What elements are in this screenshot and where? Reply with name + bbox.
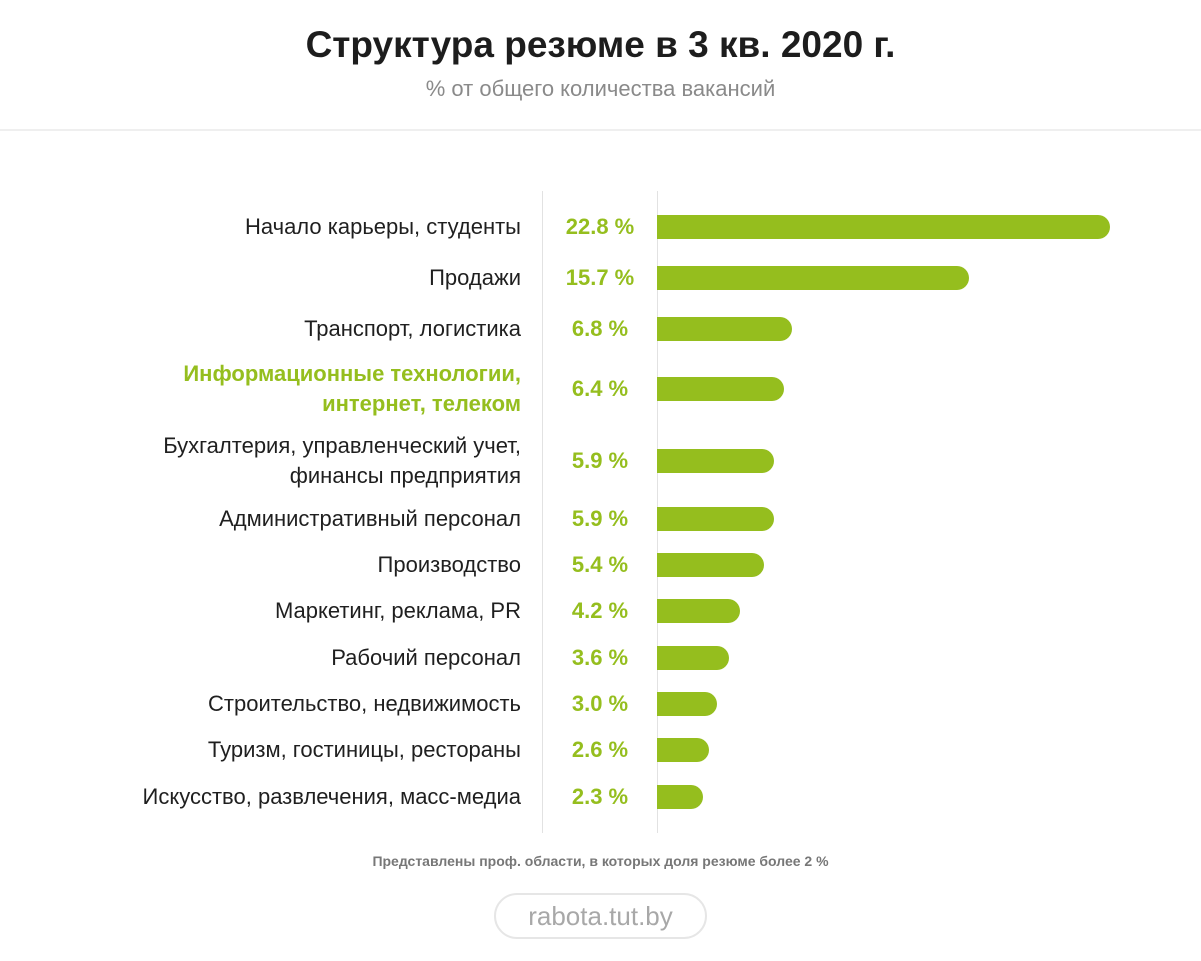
category-label-line: Административный персонал bbox=[219, 506, 521, 531]
category-label-line: Искусство, развлечения, масс-медиа bbox=[142, 784, 521, 809]
category-label-line: Бухгалтерия, управленческий учет, bbox=[163, 433, 521, 458]
bar bbox=[657, 266, 969, 290]
bar bbox=[657, 599, 740, 623]
category-label: Рабочий персонал bbox=[1, 643, 521, 673]
category-label-line: Информационные технологии, bbox=[183, 361, 521, 386]
value-label: 22.8 % bbox=[565, 214, 635, 239]
value-label: 3.6 % bbox=[571, 645, 629, 670]
category-label: Строительство, недвижимость bbox=[1, 689, 521, 719]
bar bbox=[657, 738, 709, 762]
category-label: Административный персонал bbox=[1, 504, 521, 534]
category-label-line: Транспорт, логистика bbox=[304, 316, 521, 341]
category-label: Бухгалтерия, управленческий учет, финансы… bbox=[1, 431, 521, 491]
bar bbox=[657, 553, 764, 577]
brand-badge[interactable]: rabota.tut.by bbox=[494, 893, 707, 939]
category-label-line: Производство bbox=[377, 552, 521, 577]
value-label: 3.0 % bbox=[571, 691, 629, 716]
value-label: 5.4 % bbox=[571, 552, 629, 577]
bar bbox=[657, 317, 792, 341]
category-label: Начало карьеры, студенты bbox=[1, 212, 521, 242]
value-label: 5.9 % bbox=[571, 448, 629, 473]
value-label: 4.2 % bbox=[571, 598, 629, 623]
bar bbox=[657, 449, 774, 473]
chart-subtitle: % от общего количества вакансий bbox=[425, 76, 776, 101]
value-label: 6.8 % bbox=[571, 316, 629, 341]
value-label: 2.6 % bbox=[571, 737, 629, 762]
category-label: Маркетинг, реклама, PR bbox=[1, 596, 521, 626]
category-label-line: финансы предприятия bbox=[289, 463, 521, 488]
value-label: 6.4 % bbox=[571, 376, 629, 401]
category-label-line: Туризм, гостиницы, рестораны bbox=[207, 737, 521, 762]
category-label-line: Продажи bbox=[429, 265, 521, 290]
category-label: Туризм, гостиницы, рестораны bbox=[1, 735, 521, 765]
bar bbox=[657, 377, 784, 401]
category-label-line: Начало карьеры, студенты bbox=[244, 214, 521, 239]
bar bbox=[657, 646, 729, 670]
category-label-line: интернет, телеком bbox=[322, 391, 521, 416]
bar bbox=[657, 507, 774, 531]
bar bbox=[657, 692, 717, 716]
category-label: Информационные технологии, интернет, теле… bbox=[1, 359, 521, 419]
category-label: Производство bbox=[1, 550, 521, 580]
category-label: Искусство, развлечения, масс-медиа bbox=[1, 782, 521, 812]
category-label: Продажи bbox=[1, 263, 521, 293]
bar bbox=[657, 785, 703, 809]
category-label: Транспорт, логистика bbox=[1, 314, 521, 344]
category-label-line: Рабочий персонал bbox=[331, 645, 521, 670]
category-label-line: Маркетинг, реклама, PR bbox=[274, 598, 521, 623]
bar bbox=[657, 215, 1110, 239]
footnote: Представлены проф. области, в которых до… bbox=[372, 853, 829, 869]
value-label: 15.7 % bbox=[565, 265, 635, 290]
value-label: 5.9 % bbox=[571, 506, 629, 531]
header-divider bbox=[0, 129, 1201, 131]
category-label-line: Строительство, недвижимость bbox=[208, 691, 521, 716]
chart-title: Структура резюме в 3 кв. 2020 г. bbox=[305, 24, 896, 65]
value-column-left-line bbox=[542, 191, 543, 833]
value-label: 2.3 % bbox=[571, 784, 629, 809]
